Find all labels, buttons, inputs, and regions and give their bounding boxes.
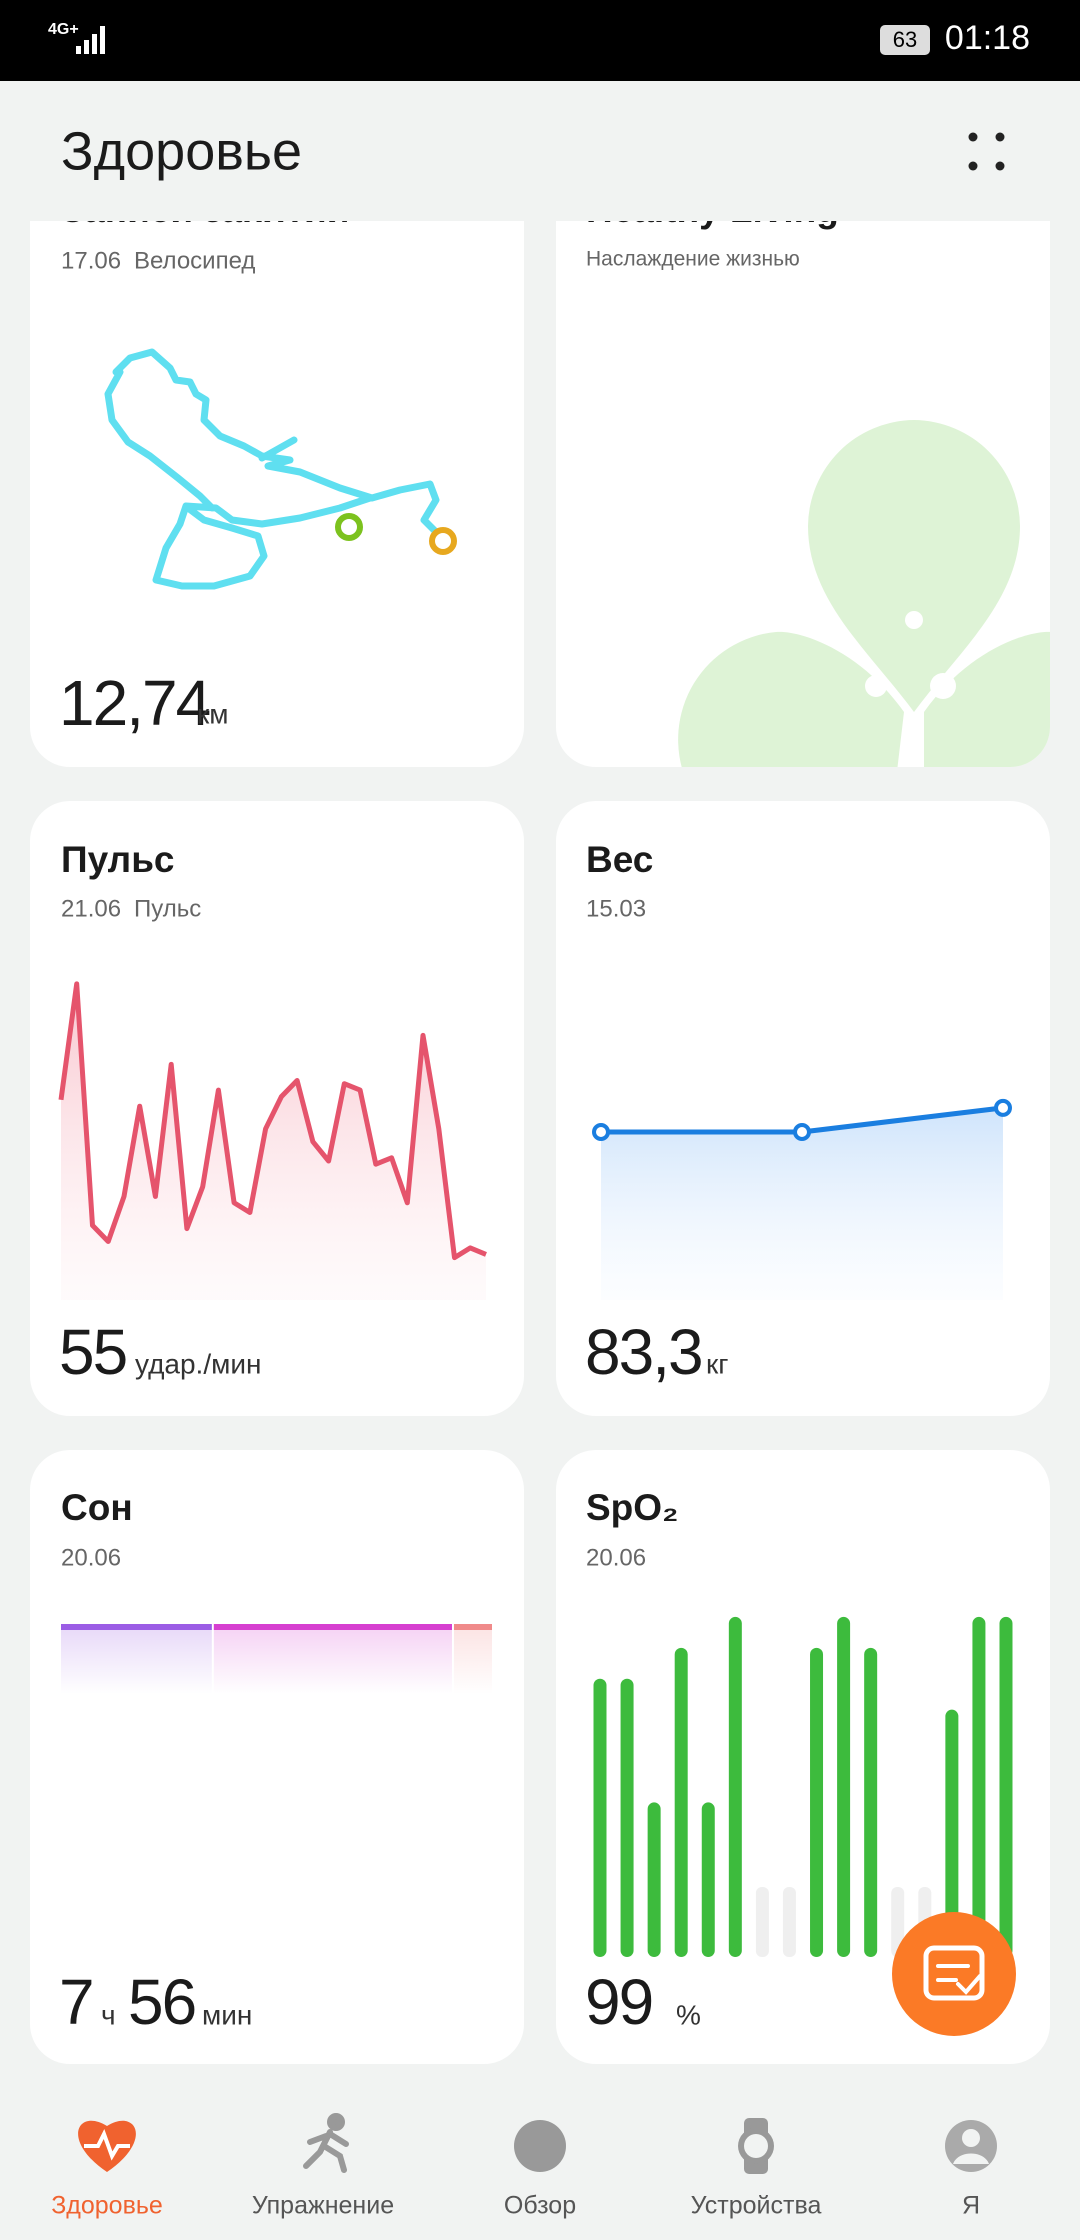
bar — [810, 1647, 824, 1957]
sleep-minutes: 56 — [128, 1966, 195, 2038]
empty-bar — [891, 1887, 905, 1957]
card-title: Пульс — [61, 839, 175, 880]
date: 15.03 — [586, 895, 646, 922]
nav-label[interactable]: Упражнение — [252, 2192, 394, 2220]
weight-unit: кг — [706, 1348, 728, 1379]
fab-icon-lines — [936, 1964, 982, 1995]
card-exercise[interactable] — [30, 180, 524, 767]
bar — [728, 1616, 742, 1957]
route-start — [335, 513, 363, 541]
fade — [61, 1630, 494, 1694]
spo2-value: 99 — [585, 1966, 652, 2038]
sleep-icon — [865, 675, 887, 697]
date: 17.06 — [61, 247, 121, 274]
nav-icon-health-line — [84, 2128, 130, 2161]
bar — [999, 1616, 1013, 1957]
segment — [453, 1624, 492, 1630]
fab-icon — [923, 1945, 985, 2001]
bar — [674, 1647, 688, 1957]
empty-bar — [782, 1887, 796, 1957]
exercise-icon — [905, 611, 923, 629]
card-title: Вес — [586, 839, 653, 880]
date: 21.06 — [61, 895, 121, 922]
nav-label[interactable]: Устройства — [691, 2192, 822, 2220]
nav-icon-devices[interactable] — [738, 2118, 774, 2174]
nav-label[interactable]: Я — [962, 2192, 980, 2220]
clover — [678, 420, 1050, 767]
activity: Велосипед — [134, 247, 255, 274]
page-title: Здоровье — [61, 121, 302, 181]
nav-icon-exercise[interactable] — [303, 2113, 349, 2173]
nav-icon-overview[interactable] — [514, 2120, 566, 2172]
fab-button[interactable] — [892, 1912, 1016, 2036]
point — [592, 1123, 610, 1141]
label: Пульс — [134, 895, 201, 922]
sleep-hours-unit: ч — [101, 1999, 116, 2030]
network: 4G+ — [48, 21, 79, 38]
spo2-unit: % — [676, 1999, 701, 2030]
distance-value: 12,74 — [59, 667, 210, 739]
card-title: Сон — [61, 1487, 133, 1528]
area — [601, 1107, 1003, 1300]
sleep-hours: 7 — [59, 1966, 93, 2038]
line — [58, 981, 487, 1261]
date: 20.06 — [61, 1544, 121, 1571]
sleep-minutes-unit: мин — [202, 1999, 252, 2030]
route-end — [429, 527, 457, 555]
nav-label[interactable]: Обзор — [504, 2192, 576, 2220]
bar — [945, 1709, 959, 1957]
date: 20.06 — [586, 1544, 646, 1571]
bar — [972, 1616, 986, 1957]
mood-icon — [930, 673, 956, 699]
pulse-unit: удар./мин — [135, 1348, 261, 1379]
signal — [76, 26, 105, 54]
battery — [880, 25, 930, 55]
bar — [864, 1647, 878, 1957]
bar — [620, 1678, 634, 1957]
route — [104, 348, 448, 590]
distance-unit: км — [197, 698, 229, 729]
card-title: SpO₂ — [586, 1487, 679, 1528]
empty-bar — [755, 1887, 769, 1957]
segment — [61, 1624, 212, 1630]
subtitle: Наслаждение жизнью — [586, 248, 800, 271]
pulse-value: 55 — [59, 1316, 126, 1388]
bar — [593, 1678, 607, 1957]
time: 01:18 — [945, 19, 1030, 57]
point — [994, 1098, 1012, 1117]
bar — [647, 1802, 661, 1957]
point — [793, 1123, 811, 1141]
nav-label[interactable]: Здоровье — [51, 2192, 163, 2220]
bar — [837, 1616, 851, 1957]
area — [61, 983, 486, 1300]
menu-button[interactable] — [968, 132, 1005, 171]
bar — [701, 1802, 715, 1957]
header — [0, 81, 1080, 221]
segment — [213, 1624, 452, 1630]
battery-level: 63 — [893, 27, 917, 52]
nav-icon-me[interactable] — [945, 2120, 997, 2172]
card-sleep[interactable] — [30, 1450, 524, 2064]
weight-value: 83,3 — [585, 1316, 702, 1388]
